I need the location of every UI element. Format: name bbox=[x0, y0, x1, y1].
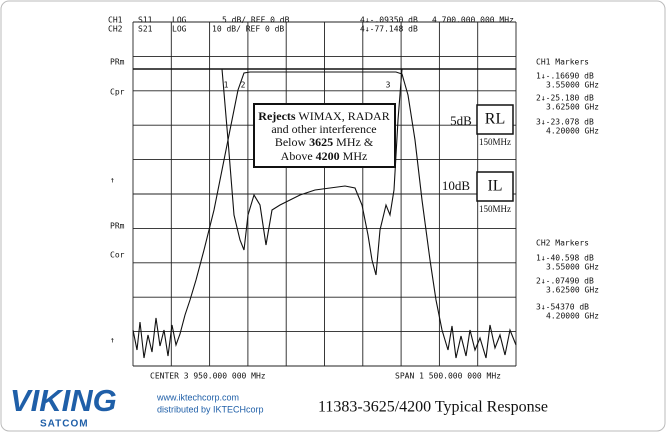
plot-marker: 2 bbox=[241, 81, 246, 90]
marker-value: 2↓-25.180 dB bbox=[536, 94, 594, 103]
side-label: Cpr bbox=[110, 88, 125, 97]
header-text: S11 bbox=[138, 16, 153, 25]
text: Below bbox=[275, 135, 309, 149]
markers-title: CH2 Markers bbox=[536, 239, 589, 248]
scale: 10dB bbox=[442, 178, 471, 193]
marker-freq: 3.55000 GHz bbox=[546, 263, 599, 272]
scale-box bbox=[476, 104, 514, 135]
text: MHz bbox=[340, 149, 368, 163]
title: 11383-3625/4200 Typical Response bbox=[318, 399, 548, 416]
s11-trace bbox=[133, 68, 516, 276]
span: 150MHz bbox=[479, 204, 511, 214]
header-text: CH1 bbox=[108, 16, 123, 25]
scale-label: RL bbox=[485, 111, 505, 128]
side-label: ↑ bbox=[110, 336, 115, 345]
span: 150MHz bbox=[479, 137, 511, 147]
marker-value: 1↓-.16690 dB bbox=[536, 72, 594, 81]
markers-title: CH1 Markers bbox=[536, 58, 589, 67]
annotation-line: Above 4200 MHz bbox=[281, 149, 368, 163]
side-label: Cor bbox=[110, 251, 125, 260]
brand-sub: SATCOM bbox=[40, 419, 89, 430]
annotation-line: Rejects WIMAX, RADAR bbox=[258, 109, 389, 123]
scale-label: IL bbox=[487, 178, 502, 195]
annotation-line: and other interference bbox=[271, 122, 376, 136]
scale: 5dB bbox=[450, 113, 472, 128]
marker-value: 3↓-54370 dB bbox=[536, 303, 589, 312]
link[interactable]: www.iktechcorp.com bbox=[156, 392, 239, 402]
header-text: 4 700.000 000 MHz bbox=[432, 16, 514, 25]
annotation-box bbox=[253, 103, 396, 168]
header-text: 5 dB/ REF 0 dB bbox=[222, 16, 290, 25]
header-text: LOG bbox=[172, 25, 187, 34]
marker-value: 3↓-23.078 dB bbox=[536, 118, 594, 127]
marker-freq: 3.62500 GHz bbox=[546, 103, 599, 112]
text: WIMAX, RADAR bbox=[296, 109, 390, 123]
s21-trace bbox=[132, 71, 517, 359]
text: MHz & bbox=[333, 135, 374, 149]
marker-freq: 3.62500 GHz bbox=[546, 286, 599, 295]
text: 3625 bbox=[309, 135, 333, 149]
side-label: PRm bbox=[110, 58, 125, 67]
annotation-line: Below 3625 MHz & bbox=[275, 135, 374, 149]
plot-marker: 3 bbox=[386, 81, 391, 90]
marker-value: 1↓-40.598 dB bbox=[536, 254, 594, 263]
link[interactable]: distributed by IKTECHcorp bbox=[157, 404, 264, 414]
center-label: CENTER 3 950.000 000 MHz bbox=[150, 372, 266, 381]
header-text: CH2 bbox=[108, 25, 123, 34]
header-text: 10 dB/ REF 0 dB bbox=[212, 25, 284, 34]
plot-marker: 1 bbox=[224, 81, 229, 90]
marker-freq: 4.20000 GHz bbox=[546, 127, 599, 136]
side-label: PRm bbox=[110, 222, 125, 231]
header-text: 4↓-.09350 dB bbox=[360, 16, 418, 25]
text: Rejects bbox=[258, 109, 296, 123]
texts: CH1 S11 LOG 5 dB/ REF 0 dB 4↓-.09350 dB 4 700… bbox=[108, 16, 599, 381]
scale-box bbox=[476, 171, 514, 202]
text: Above bbox=[281, 149, 316, 163]
header-text: S21 bbox=[138, 25, 153, 34]
marker-freq: 3.55000 GHz bbox=[546, 81, 599, 90]
text: 4200 bbox=[316, 149, 340, 163]
brand-name: VIKING bbox=[10, 383, 117, 418]
header-text: 4↓-77.148 dB bbox=[360, 25, 418, 34]
header-text: LOG bbox=[172, 16, 187, 25]
span-label: SPAN 1 500.000 000 MHz bbox=[395, 372, 501, 381]
marker-value: 2↓-.07490 dB bbox=[536, 277, 594, 286]
side-label: ↑ bbox=[110, 176, 115, 185]
marker-freq: 4.20000 GHz bbox=[546, 312, 599, 321]
